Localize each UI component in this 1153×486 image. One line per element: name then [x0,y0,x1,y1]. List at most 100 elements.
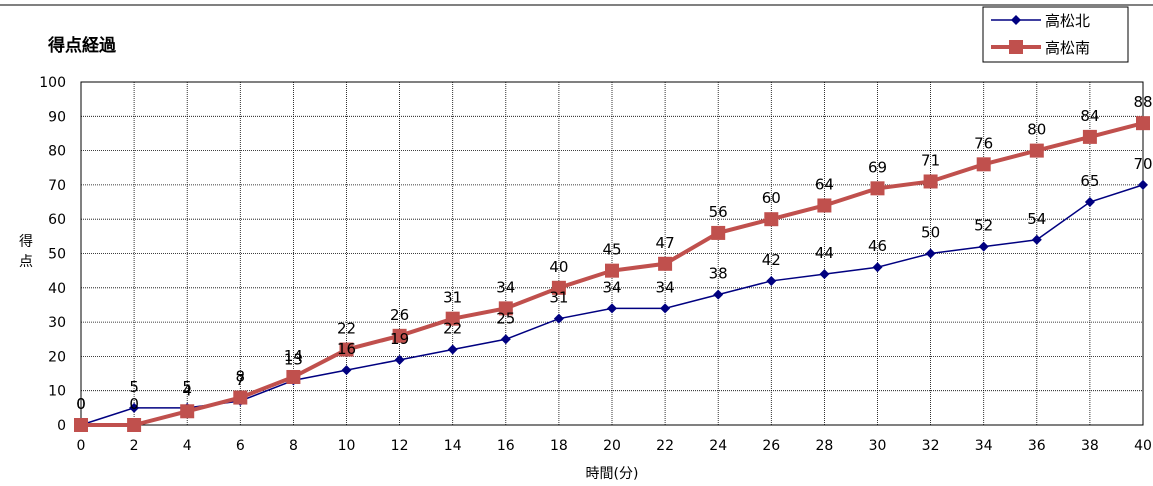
data-label: 52 [974,217,993,235]
data-point-square [711,225,726,240]
data-label: 42 [762,251,781,269]
y-tick-label: 0 [57,418,66,434]
data-label: 31 [549,289,568,307]
data-point-square [551,280,566,295]
data-point-square [658,256,673,271]
data-label: 76 [974,134,993,152]
y-tick-label: 90 [48,109,66,125]
data-point-diamond [872,262,883,273]
data-point-square [870,181,885,196]
legend-marker-diamond [1011,15,1021,25]
x-axis-ticks: 0 2 4 6 8 10 12 14 16 18 20 22 24 26 28 30 32 34 36 38 40 [77,438,1152,454]
data-label: 7 [236,371,246,389]
data-label: 70 [1133,155,1152,173]
data-label: 0 [129,395,139,413]
x-tick-label: 24 [709,438,727,454]
y-tick-label: 50 [48,247,66,263]
y-tick-label: 20 [48,349,66,365]
plot-area [80,81,1144,426]
data-point-square [605,263,619,278]
data-point-square [923,174,938,189]
data-label: 56 [709,203,728,221]
y-tick-label: 40 [48,281,66,297]
data-point-square [233,390,248,405]
data-label: 50 [921,224,940,242]
data-point-square [286,369,301,384]
data-label: 19 [390,330,409,348]
data-label: 16 [337,340,356,358]
data-point-square [74,418,88,432]
data-label: 84 [1080,107,1099,125]
x-tick-label: 34 [975,438,993,454]
data-label: 64 [815,175,834,193]
data-label: 0 [76,395,86,413]
y-tick-label: 30 [48,315,66,331]
legend-box [982,6,1129,63]
data-point-diamond [129,402,140,413]
data-point-square [1136,116,1150,131]
legend-label: 高松南 [1045,39,1090,57]
data-label: 46 [868,237,887,255]
data-label: 60 [762,189,781,207]
data-label: 22 [443,320,462,338]
data-point-diamond [978,241,989,252]
data-point-diamond [447,344,458,355]
chart-title: 得点経過 [47,35,117,56]
series [74,116,1150,432]
data-label: 44 [815,244,834,262]
data-point-square [976,157,991,172]
data-point-diamond [660,303,671,314]
data-label: 22 [337,320,356,338]
data-point-square [392,328,407,343]
data-point-diamond [394,354,405,365]
data-label: 69 [868,158,887,176]
data-point-diamond [819,269,830,280]
y-tick-label: 60 [48,212,66,228]
data-label: 88 [1133,93,1152,111]
data-label: 65 [1080,172,1099,190]
x-tick-label: 16 [497,438,515,454]
data-point-diamond [713,289,724,300]
x-tick-label: 6 [236,438,245,454]
data-label: 5 [129,378,139,396]
data-point-square [445,311,460,326]
data-point-square [498,301,513,316]
x-tick-label: 12 [391,438,409,454]
data-label: 8 [236,368,246,386]
x-tick-label: 40 [1134,438,1152,454]
x-tick-label: 0 [77,438,86,454]
data-label: 47 [656,234,675,252]
data-point-diamond [553,313,564,324]
data-point-square [180,404,195,419]
data-point-square [1029,143,1044,158]
data-label: 71 [921,151,940,169]
data-label: 40 [549,258,568,276]
x-tick-label: 30 [869,438,887,454]
x-tick-label: 36 [1028,438,1046,454]
data-point-square [817,198,832,213]
data-label: 14 [284,347,303,365]
y-tick-label: 80 [48,144,66,160]
data-point-diamond [500,334,511,345]
data-point-square [127,418,142,432]
data-label: 25 [496,309,515,327]
data-point-diamond [766,275,777,286]
y-tick-label: 10 [48,384,66,400]
x-tick-label: 8 [289,438,298,454]
data-label: 4 [182,381,192,399]
data-label: 5 [182,378,192,396]
data-label: 38 [709,265,728,283]
data-label: 34 [602,278,621,296]
x-tick-label: 28 [815,438,833,454]
y-tick-label: 70 [48,178,66,194]
data-label: 34 [656,278,675,296]
data-point-square [1082,129,1097,144]
data-label: 31 [443,289,462,307]
x-tick-label: 20 [603,438,621,454]
x-tick-label: 38 [1081,438,1099,454]
data-point-diamond [607,303,617,314]
x-tick-label: 22 [656,438,674,454]
x-tick-label: 10 [338,438,356,454]
data-point-square [764,212,779,227]
